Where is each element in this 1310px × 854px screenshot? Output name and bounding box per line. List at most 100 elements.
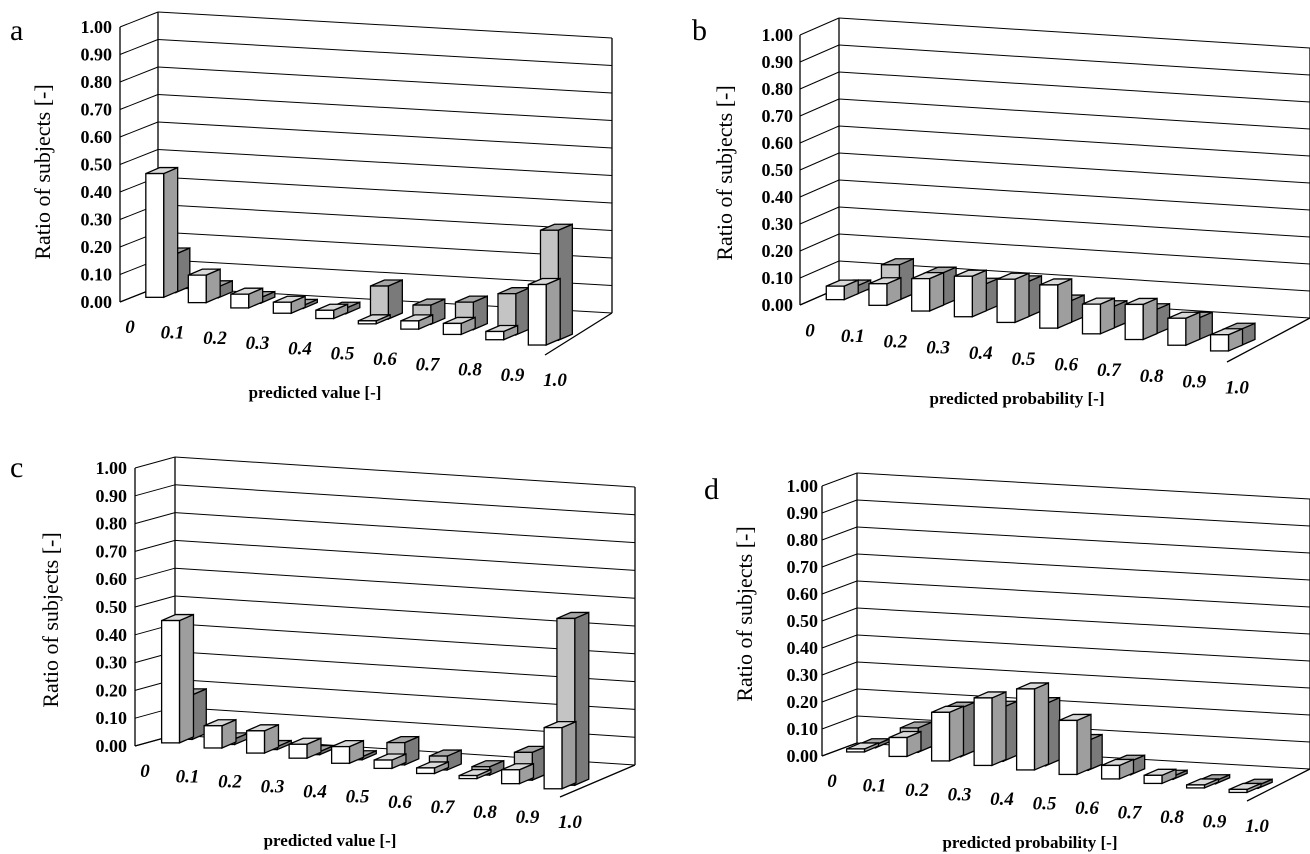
bar bbox=[1124, 297, 1158, 341]
y-tick-label: 0.00 bbox=[81, 292, 113, 312]
y-tick-label: 0.00 bbox=[787, 746, 819, 766]
gridline bbox=[856, 499, 1310, 527]
side-gridline bbox=[799, 152, 840, 171]
side-gridline bbox=[119, 149, 159, 165]
side-gridline bbox=[799, 206, 840, 225]
bar bbox=[412, 298, 446, 326]
bar bbox=[996, 272, 1030, 324]
y-tick-label: 0.30 bbox=[787, 665, 819, 685]
bar bbox=[230, 287, 264, 309]
bar bbox=[845, 741, 880, 753]
x-tick-label: 0.8 bbox=[458, 360, 482, 381]
gridline bbox=[157, 39, 613, 66]
gridline bbox=[856, 472, 1310, 500]
bar bbox=[1015, 681, 1050, 771]
y-tick-label: 0.80 bbox=[762, 79, 794, 99]
bar bbox=[543, 720, 577, 790]
gridline bbox=[157, 11, 613, 39]
panel-b: b Ratio of subjects [-] predicted probab… bbox=[692, 14, 1310, 408]
y-tick-label: 0.80 bbox=[81, 72, 113, 92]
gridline bbox=[838, 179, 1310, 211]
gridline bbox=[838, 44, 1310, 76]
gridline bbox=[838, 98, 1310, 130]
y-tick-label: 0.60 bbox=[787, 584, 819, 604]
y-tick-label: 0.90 bbox=[96, 486, 128, 506]
side-gridline bbox=[821, 553, 858, 568]
side-gridline bbox=[119, 11, 159, 28]
x-tick-label: 0.2 bbox=[905, 780, 929, 801]
x-tick-label: 0.2 bbox=[203, 328, 227, 349]
x-axis-label: predicted value [-] bbox=[264, 831, 397, 850]
gridline bbox=[856, 607, 1310, 635]
floor-right-edge bbox=[544, 312, 613, 356]
y-tick-label: 0.90 bbox=[762, 52, 794, 72]
x-tick-label: 0.2 bbox=[884, 332, 908, 353]
x-tick-label: 0.9 bbox=[516, 807, 540, 828]
bar bbox=[888, 730, 922, 758]
panel-letter: c bbox=[10, 451, 23, 484]
y-tick-label: 0.60 bbox=[81, 127, 113, 147]
gridline bbox=[838, 233, 1310, 265]
x-tick-label: 0.6 bbox=[388, 792, 412, 813]
y-tick-label: 1.00 bbox=[762, 25, 794, 45]
y-axis-label: Ratio of subjects [-] bbox=[30, 84, 55, 259]
bar bbox=[485, 324, 519, 341]
gridline bbox=[174, 456, 636, 488]
x-tick-label: 0.3 bbox=[948, 785, 972, 806]
x-tick-label: 1.0 bbox=[1225, 377, 1249, 398]
y-tick-label: 0.00 bbox=[96, 736, 128, 756]
gridline bbox=[856, 526, 1310, 554]
x-tick-label: 0.4 bbox=[288, 338, 312, 359]
y-tick-label: 0.30 bbox=[81, 210, 113, 230]
y-tick-label: 0.80 bbox=[787, 530, 819, 550]
gridline bbox=[157, 231, 613, 259]
side-gridline bbox=[821, 661, 858, 676]
bar bbox=[1100, 758, 1135, 780]
y-tick-label: 0.10 bbox=[96, 708, 128, 728]
side-gridline bbox=[799, 125, 840, 144]
gridline bbox=[157, 66, 613, 94]
y-axis-label: Ratio of subjects [-] bbox=[38, 532, 63, 707]
side-gridline bbox=[799, 71, 840, 90]
bar bbox=[315, 303, 349, 320]
side-gridline bbox=[799, 179, 840, 198]
gridline bbox=[856, 634, 1310, 662]
side-gridline bbox=[134, 484, 176, 497]
bar bbox=[160, 613, 195, 744]
x-tick-label: 0.7 bbox=[416, 354, 441, 375]
bar bbox=[245, 723, 280, 755]
y-tick-label: 0.50 bbox=[787, 611, 819, 631]
gridline bbox=[856, 661, 1310, 689]
bar bbox=[442, 316, 476, 336]
side-gridline bbox=[799, 17, 840, 36]
y-tick-label: 0.90 bbox=[787, 503, 819, 523]
bar bbox=[373, 753, 407, 770]
x-tick-label: 0 bbox=[827, 771, 837, 792]
side-gridline bbox=[134, 595, 176, 608]
bar bbox=[288, 737, 322, 760]
plot-area: 0.000.100.200.300.400.500.600.700.800.90… bbox=[787, 472, 1310, 837]
side-gridline bbox=[799, 260, 840, 279]
y-tick-label: 0.90 bbox=[81, 45, 113, 65]
side-gridline bbox=[134, 512, 176, 525]
bar bbox=[1039, 277, 1073, 330]
bar bbox=[369, 279, 403, 321]
gridline bbox=[838, 125, 1310, 157]
y-tick-label: 0.20 bbox=[762, 241, 794, 261]
x-axis-label: predicted probability [-] bbox=[942, 833, 1117, 852]
x-tick-label: 0.6 bbox=[1075, 798, 1099, 819]
gridline bbox=[838, 260, 1310, 292]
floor-left-edge bbox=[821, 742, 858, 757]
side-gridline bbox=[119, 39, 159, 55]
x-tick-label: 0.8 bbox=[1160, 807, 1184, 828]
y-tick-label: 1.00 bbox=[81, 17, 113, 37]
y-tick-label: 0.40 bbox=[96, 625, 128, 645]
gridline bbox=[174, 512, 636, 544]
side-gridline bbox=[821, 607, 858, 622]
plot-area: 0.000.100.200.300.400.500.600.700.800.90… bbox=[762, 17, 1310, 398]
side-gridline bbox=[134, 567, 176, 580]
x-tick-label: 0.7 bbox=[431, 797, 456, 818]
bar bbox=[1081, 297, 1116, 335]
bar bbox=[1167, 311, 1201, 347]
